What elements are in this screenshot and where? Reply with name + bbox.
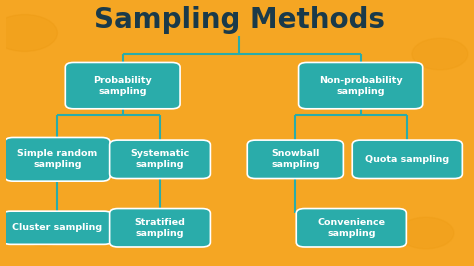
FancyBboxPatch shape — [247, 140, 343, 178]
Circle shape — [20, 220, 67, 246]
FancyBboxPatch shape — [296, 209, 406, 247]
Text: Simple random
sampling: Simple random sampling — [17, 149, 98, 169]
FancyBboxPatch shape — [5, 138, 110, 181]
FancyBboxPatch shape — [109, 140, 210, 178]
FancyBboxPatch shape — [352, 140, 462, 178]
FancyBboxPatch shape — [65, 63, 180, 109]
Text: Cluster sampling: Cluster sampling — [12, 223, 102, 232]
Text: Quota sampling: Quota sampling — [365, 155, 449, 164]
Circle shape — [412, 38, 468, 70]
Text: Convenience
sampling: Convenience sampling — [317, 218, 385, 238]
FancyBboxPatch shape — [2, 211, 112, 244]
Text: Systematic
sampling: Systematic sampling — [130, 149, 190, 169]
FancyBboxPatch shape — [299, 63, 423, 109]
Circle shape — [0, 15, 57, 51]
FancyBboxPatch shape — [109, 209, 210, 247]
Text: Snowball
sampling: Snowball sampling — [271, 149, 319, 169]
Circle shape — [398, 217, 454, 249]
Text: Probability
sampling: Probability sampling — [93, 76, 152, 96]
Text: Non-probability
sampling: Non-probability sampling — [319, 76, 402, 96]
Text: Sampling Methods: Sampling Methods — [94, 6, 385, 34]
Text: Stratified
sampling: Stratified sampling — [135, 218, 185, 238]
